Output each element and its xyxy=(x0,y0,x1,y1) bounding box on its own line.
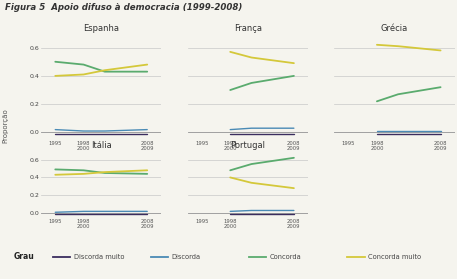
Title: Portugal: Portugal xyxy=(230,141,266,150)
Text: Discorda: Discorda xyxy=(172,254,201,260)
Title: Espanha: Espanha xyxy=(83,24,119,33)
Text: Proporção: Proporção xyxy=(2,108,8,143)
Text: Discorda muito: Discorda muito xyxy=(74,254,124,260)
Title: Itália: Itália xyxy=(91,141,112,150)
Title: Grécia: Grécia xyxy=(381,24,408,33)
Title: França: França xyxy=(234,24,262,33)
Text: Concorda muito: Concorda muito xyxy=(368,254,421,260)
Text: Concorda: Concorda xyxy=(270,254,302,260)
Text: Grau: Grau xyxy=(14,252,34,261)
Text: Figura 5  Apoio difuso à democracia (1999-2008): Figura 5 Apoio difuso à democracia (1999… xyxy=(5,3,242,12)
